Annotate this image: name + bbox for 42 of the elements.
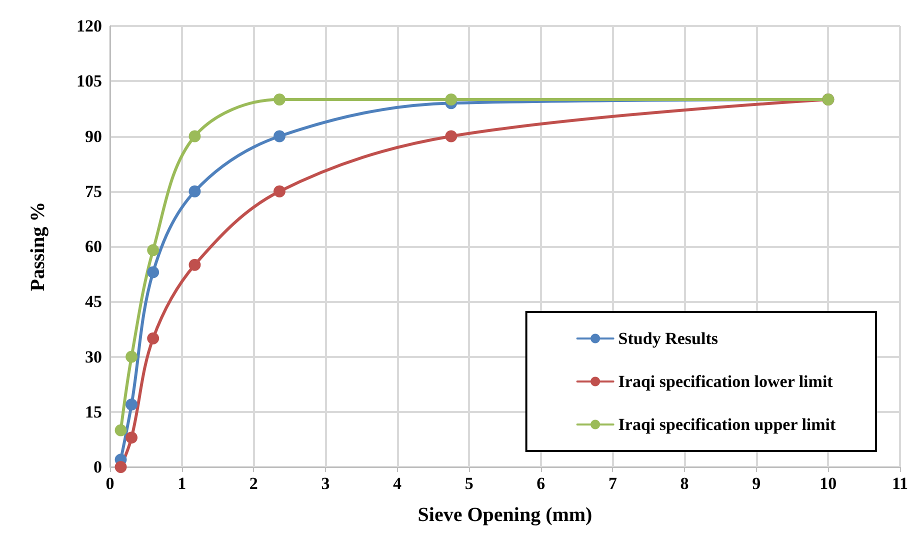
legend-label: Study Results: [618, 329, 718, 348]
point: [114, 424, 127, 436]
point: [274, 94, 286, 106]
y-tick-label: 30: [85, 347, 102, 366]
point: [445, 94, 458, 106]
y-tick-label: 60: [85, 237, 102, 256]
y-axis-title: Passing %: [27, 202, 49, 292]
y-tick-label: 120: [76, 16, 102, 36]
point: [188, 130, 201, 142]
point: [274, 185, 286, 198]
point: [147, 244, 160, 256]
x-tick-label: 0: [106, 474, 114, 493]
x-tick-label: 8: [680, 474, 689, 493]
x-tick-label: 2: [249, 474, 258, 493]
legend-label: Iraqi specification lower limit: [618, 372, 834, 391]
y-tick-label: 105: [76, 72, 102, 91]
x-tick-label: 10: [820, 474, 837, 493]
legend-label: Iraqi specification upper limit: [618, 415, 836, 434]
x-tick-label: 11: [892, 474, 908, 493]
point: [126, 432, 138, 444]
point: [274, 130, 286, 142]
y-tick-label: 15: [85, 402, 102, 422]
x-tick-label: 3: [321, 474, 330, 493]
point: [188, 258, 201, 271]
x-tick-label: 4: [393, 474, 402, 493]
y-tick-label: 90: [85, 126, 102, 146]
x-axis-title: Sieve Opening (mm): [418, 504, 592, 526]
x-tick-label: 1: [178, 474, 186, 493]
x-tick-label: 5: [464, 474, 474, 493]
y-tick-label: 0: [94, 458, 102, 476]
x-tick-label: 6: [536, 474, 546, 493]
point: [114, 461, 127, 473]
point: [126, 350, 138, 363]
point: [126, 398, 138, 411]
y-tick-label: 75: [85, 182, 102, 201]
point: [147, 266, 160, 278]
x-tick-label: 7: [608, 474, 618, 493]
y-tick-label: 45: [85, 292, 102, 312]
point: [188, 185, 201, 198]
point: [147, 332, 160, 344]
point: [445, 130, 458, 142]
x-tick-label: 9: [752, 474, 761, 493]
